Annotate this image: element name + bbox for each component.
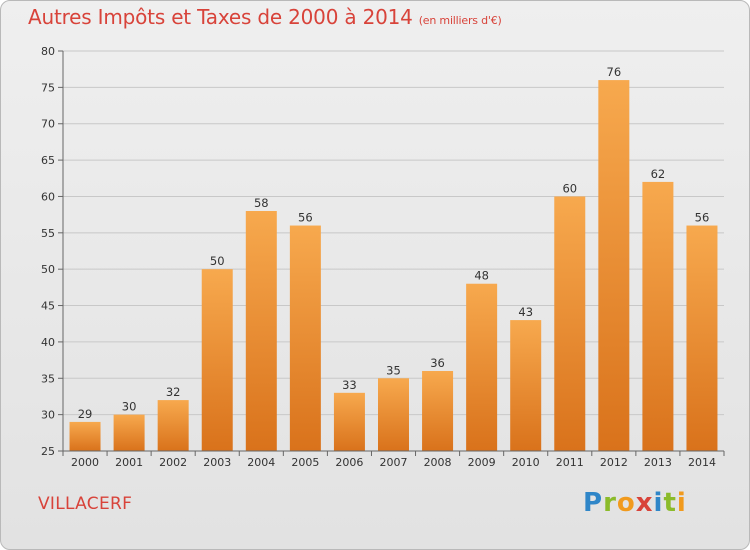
x-axis-ticks: 2000 2001 2002 2003 2004 2005 2006 2007 2008 2009… <box>62 451 725 469</box>
data-label: 29 <box>78 407 93 421</box>
y-tick-label: 60 <box>41 190 55 203</box>
logo-letter: t <box>663 488 677 518</box>
data-label: 35 <box>386 363 401 377</box>
bars <box>69 80 718 451</box>
x-tick-label: 2000 <box>71 456 99 469</box>
y-tick-label: 50 <box>41 263 55 276</box>
bar <box>686 225 718 451</box>
bar <box>510 320 542 451</box>
x-tick-label: 2009 <box>468 456 496 469</box>
bar <box>245 211 277 451</box>
data-label: 50 <box>210 254 225 268</box>
bar <box>113 414 145 451</box>
data-label: 56 <box>298 211 313 225</box>
data-label: 76 <box>607 65 622 79</box>
y-tick-label: 25 <box>41 445 55 458</box>
bar <box>466 283 498 451</box>
y-tick-label: 40 <box>41 336 55 349</box>
y-tick-label: 30 <box>41 409 55 422</box>
x-tick-label: 2006 <box>335 456 363 469</box>
logo-letter: o <box>616 488 636 518</box>
x-tick-label: 2004 <box>247 456 275 469</box>
x-tick-label: 2011 <box>556 456 584 469</box>
data-label: 58 <box>254 196 269 210</box>
y-tick-label: 75 <box>41 81 55 94</box>
chart-title: Autres Impôts et Taxes de 2000 à 2014 (en… <box>28 5 502 29</box>
data-label: 43 <box>518 305 533 319</box>
y-tick-label: 45 <box>41 300 55 313</box>
y-axis-ticks: 25 30 35 40 45 50 55 60 65 70 75 80 <box>41 45 63 458</box>
data-label: 60 <box>562 181 577 195</box>
bar <box>201 269 233 451</box>
proxiti-logo: Proxiti <box>583 488 687 518</box>
bar <box>157 400 189 451</box>
logo-letter: i <box>676 488 687 518</box>
data-label: 33 <box>342 378 357 392</box>
data-label: 48 <box>474 269 489 283</box>
x-tick-label: 2010 <box>512 456 540 469</box>
y-tick-label: 35 <box>41 372 55 385</box>
axes <box>62 51 724 452</box>
data-label: 32 <box>166 385 181 399</box>
logo-letter: x <box>635 488 654 518</box>
bar <box>422 371 454 451</box>
title-text: Autres Impôts et Taxes de 2000 à 2014 <box>28 5 413 29</box>
data-label: 30 <box>122 400 137 414</box>
title-unit: (en milliers d'€) <box>418 14 502 27</box>
bar <box>554 196 586 451</box>
bar <box>289 225 321 451</box>
bar <box>69 421 101 451</box>
logo-letter: P <box>583 488 604 518</box>
x-tick-label: 2001 <box>115 456 143 469</box>
data-label: 36 <box>430 356 445 370</box>
y-tick-label: 65 <box>41 154 55 167</box>
x-tick-label: 2003 <box>203 456 231 469</box>
x-tick-label: 2007 <box>380 456 408 469</box>
x-tick-label: 2002 <box>159 456 187 469</box>
x-tick-label: 2008 <box>424 456 452 469</box>
data-label: 56 <box>695 211 710 225</box>
bar <box>598 80 630 451</box>
data-label: 62 <box>651 167 666 181</box>
logo-letter: r <box>603 488 617 518</box>
bar <box>642 181 674 451</box>
x-tick-label: 2012 <box>600 456 628 469</box>
data-labels: 29 30 32 50 58 56 33 35 36 48 43 60 76 62 56 <box>78 65 710 421</box>
y-tick-label: 55 <box>41 227 55 240</box>
logo-letter: i <box>653 488 664 518</box>
commune-name: VILLACERF <box>38 494 133 514</box>
x-tick-label: 2014 <box>688 456 716 469</box>
x-tick-label: 2013 <box>644 456 672 469</box>
bar <box>333 392 365 451</box>
bar <box>378 378 409 451</box>
x-tick-label: 2005 <box>291 456 319 469</box>
y-tick-label: 70 <box>41 118 55 131</box>
y-tick-label: 80 <box>41 45 55 58</box>
